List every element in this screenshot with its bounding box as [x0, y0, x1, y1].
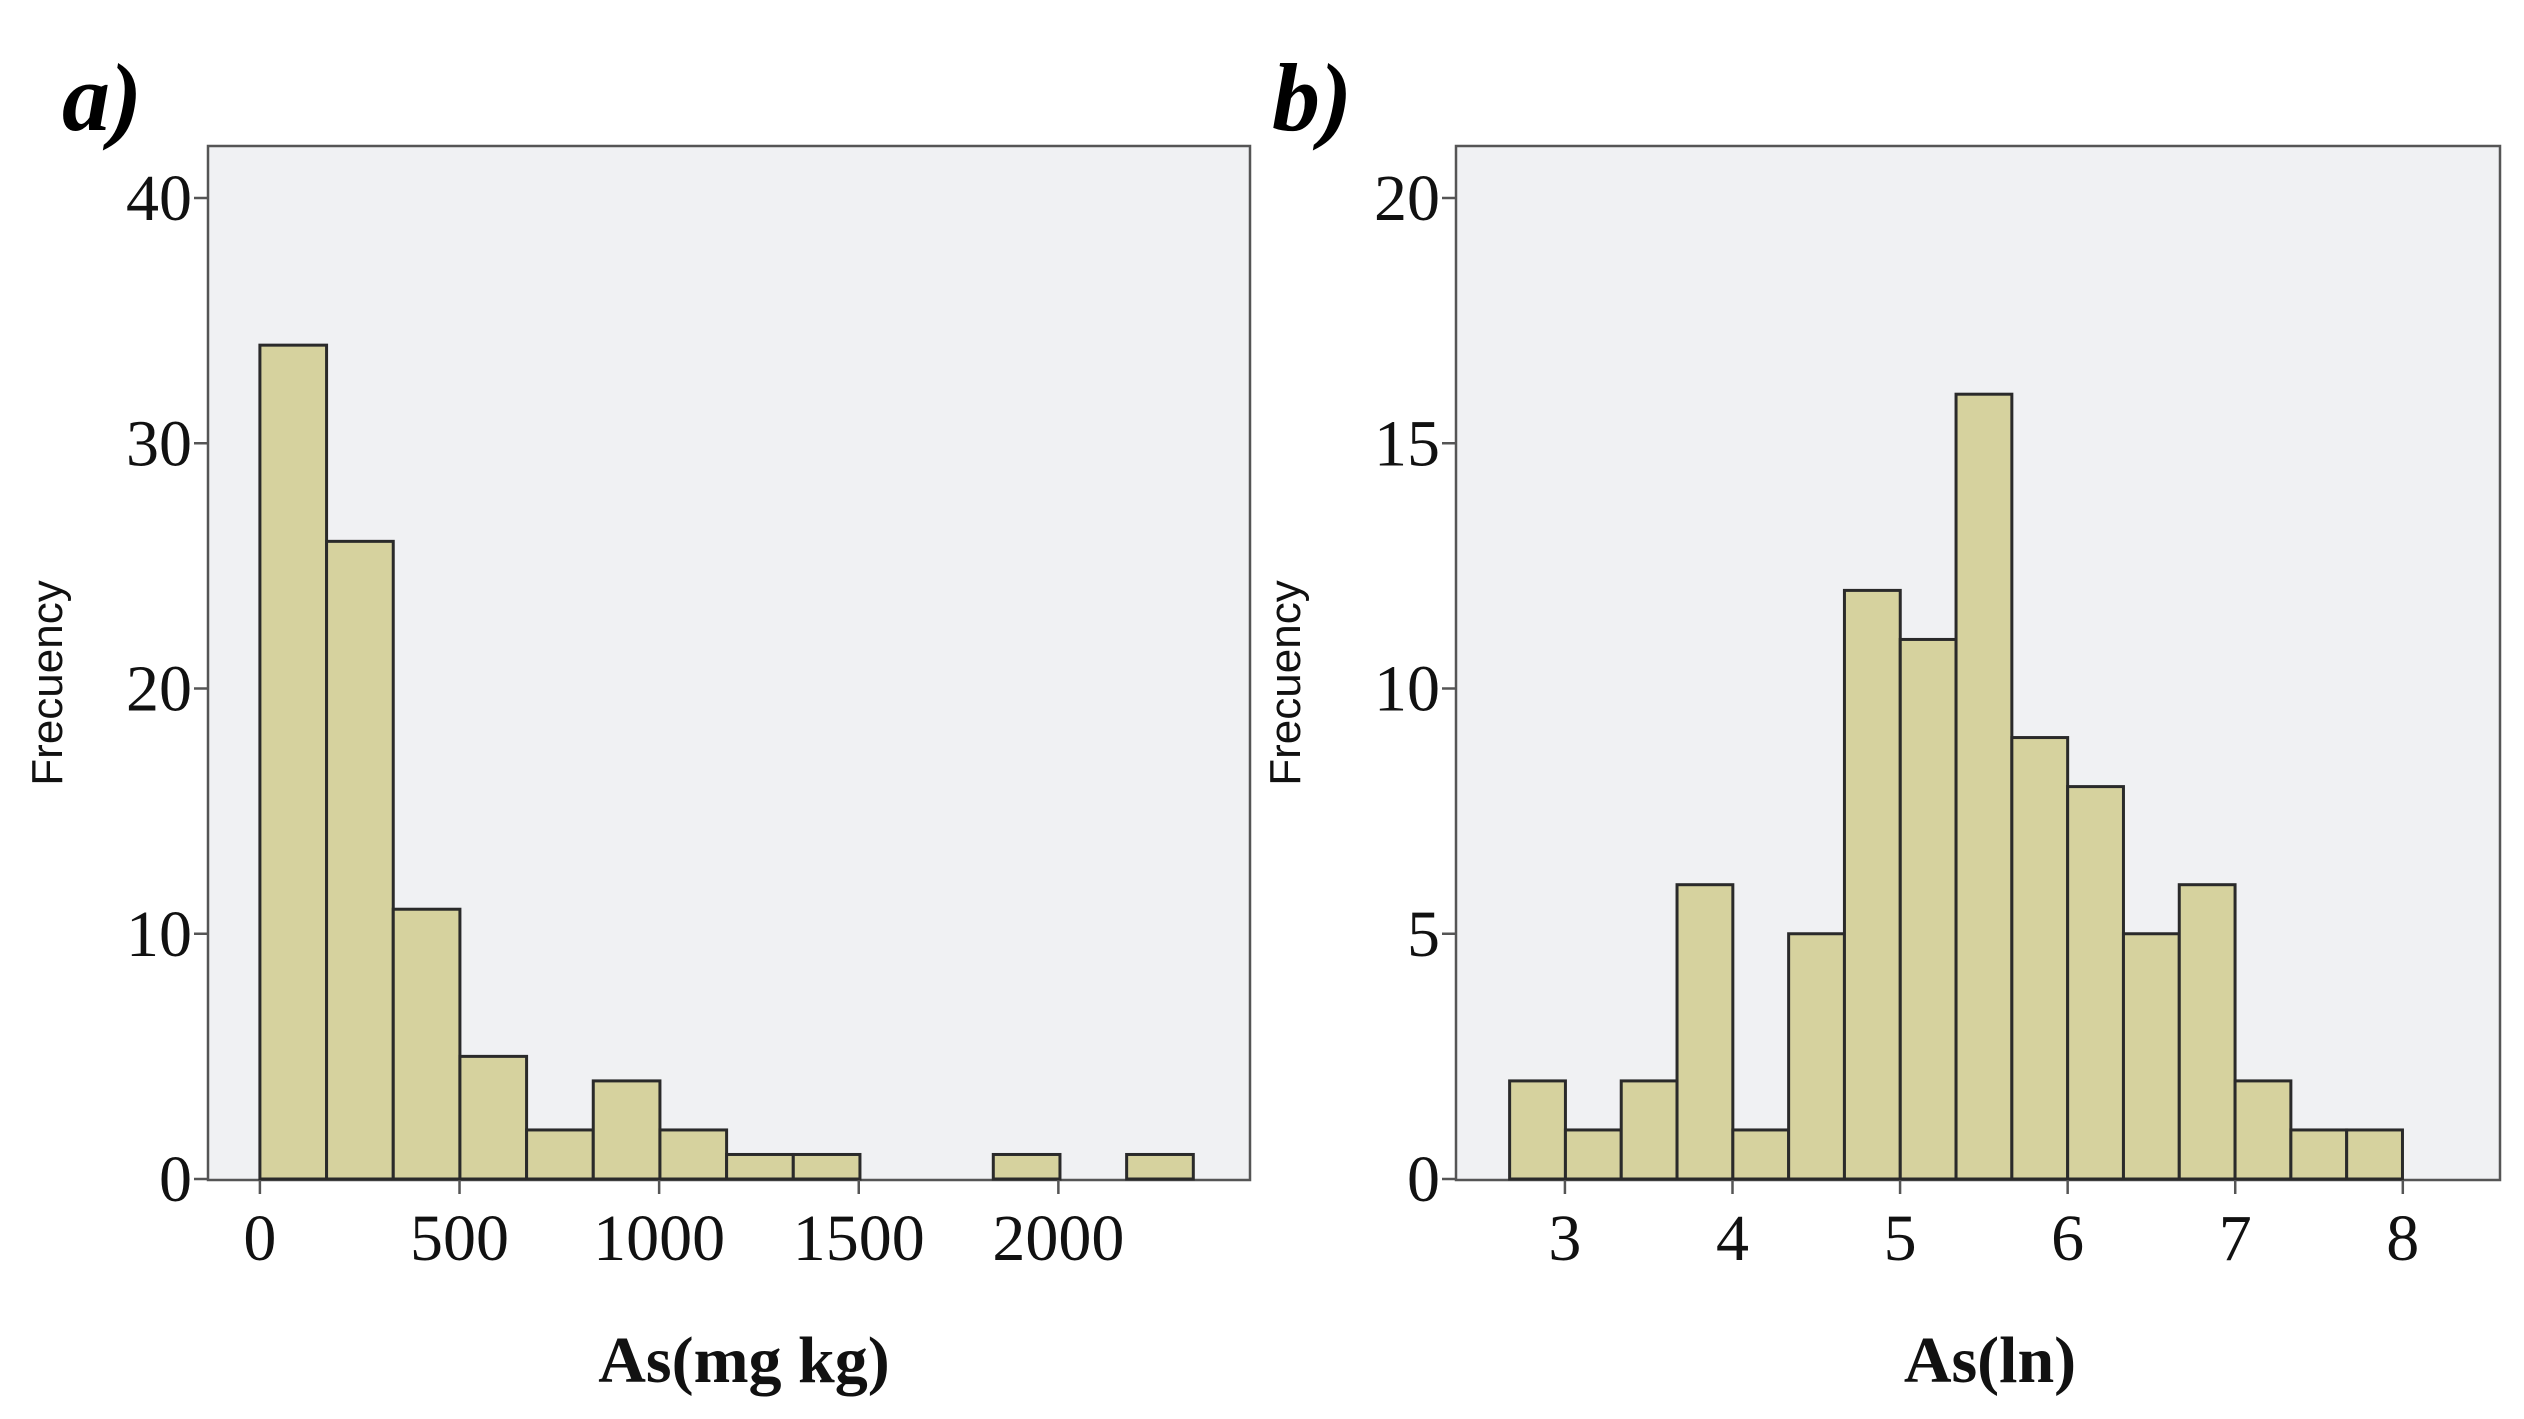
bar-b-13	[2233, 1079, 2293, 1181]
bar-b-9	[2010, 736, 2070, 1181]
x-tick-label-a-4: 2000	[992, 1202, 1124, 1275]
bar-a-7	[725, 1152, 795, 1181]
bars-a	[258, 343, 1195, 1181]
bar-b-8	[1954, 392, 2014, 1181]
y-tick-label-b-2: 10	[1374, 653, 1440, 726]
x-axis-ticks-b: 3 4 5 6 7 8	[1548, 1180, 2419, 1275]
panel-label-a: a)	[62, 44, 142, 151]
y-tick-label-b-1: 5	[1407, 898, 1440, 971]
x-tick-label-b-0: 3	[1548, 1202, 1581, 1275]
x-tick-label-a-1: 500	[410, 1202, 509, 1275]
bars-b	[1508, 392, 2404, 1181]
bar-b-11	[2121, 932, 2181, 1181]
bar-b-10	[2066, 785, 2125, 1181]
bar-b-12	[2177, 883, 2237, 1181]
bar-a-5	[591, 1079, 662, 1181]
y-tick-label-b-4: 20	[1374, 162, 1440, 235]
y-axis-ticks-a: 0 10 20 30 40	[126, 162, 208, 1216]
x-axis-label-a: As(mg kg)	[598, 1324, 890, 1397]
x-tick-label-b-3: 6	[2051, 1202, 2084, 1275]
bar-b-0	[1508, 1079, 1567, 1181]
x-tick-label-b-4: 7	[2219, 1202, 2252, 1275]
x-tick-label-a-3: 1500	[793, 1202, 925, 1275]
bar-a-8	[791, 1152, 862, 1181]
bar-b-6	[1842, 588, 1902, 1181]
bar-a-3	[458, 1054, 529, 1181]
x-tick-label-b-2: 5	[1884, 1202, 1917, 1275]
bar-a-11	[991, 1152, 1062, 1181]
bar-b-1	[1563, 1128, 1623, 1181]
y-tick-label-a-1: 10	[126, 898, 192, 971]
bar-a-4	[525, 1128, 595, 1181]
bar-a-0	[258, 343, 329, 1181]
bar-b-2	[1619, 1079, 1679, 1181]
bar-a-1	[325, 539, 395, 1181]
x-axis-label-b: As(ln)	[1904, 1324, 2076, 1397]
bar-a-2	[391, 907, 462, 1181]
y-tick-label-b-0: 0	[1407, 1143, 1440, 1216]
y-tick-label-a-4: 40	[126, 162, 192, 235]
x-tick-label-b-5: 8	[2386, 1202, 2419, 1275]
bar-a-6	[658, 1128, 729, 1181]
bar-b-15	[2345, 1128, 2404, 1181]
x-tick-label-a-0: 0	[243, 1202, 276, 1275]
bar-b-5	[1787, 932, 1846, 1181]
x-tick-label-a-2: 1000	[593, 1202, 725, 1275]
y-tick-label-a-2: 20	[126, 653, 192, 726]
histogram-panel-b: b) 0 5 10 15 20 3 4 5 6 7 8 Frecuency As(ln)	[1261, 44, 2502, 1397]
bar-b-4	[1731, 1128, 1791, 1181]
bar-b-14	[2289, 1128, 2349, 1181]
x-axis-ticks-a: 0 500 1000 1500 2000	[243, 1180, 1124, 1275]
y-tick-label-a-0: 0	[159, 1143, 192, 1216]
y-axis-label-b: Frecuency	[1261, 580, 1310, 785]
bar-b-7	[1898, 637, 1958, 1181]
y-tick-label-a-3: 30	[126, 407, 192, 480]
x-tick-label-b-1: 4	[1716, 1202, 1749, 1275]
y-axis-ticks-b: 0 5 10 15 20	[1374, 162, 1456, 1216]
y-tick-label-b-3: 15	[1374, 407, 1440, 480]
panel-label-b: b)	[1272, 44, 1352, 151]
y-axis-label-a: Frecuency	[23, 580, 72, 785]
bar-b-3	[1675, 883, 1735, 1181]
bar-a-13	[1125, 1152, 1195, 1181]
